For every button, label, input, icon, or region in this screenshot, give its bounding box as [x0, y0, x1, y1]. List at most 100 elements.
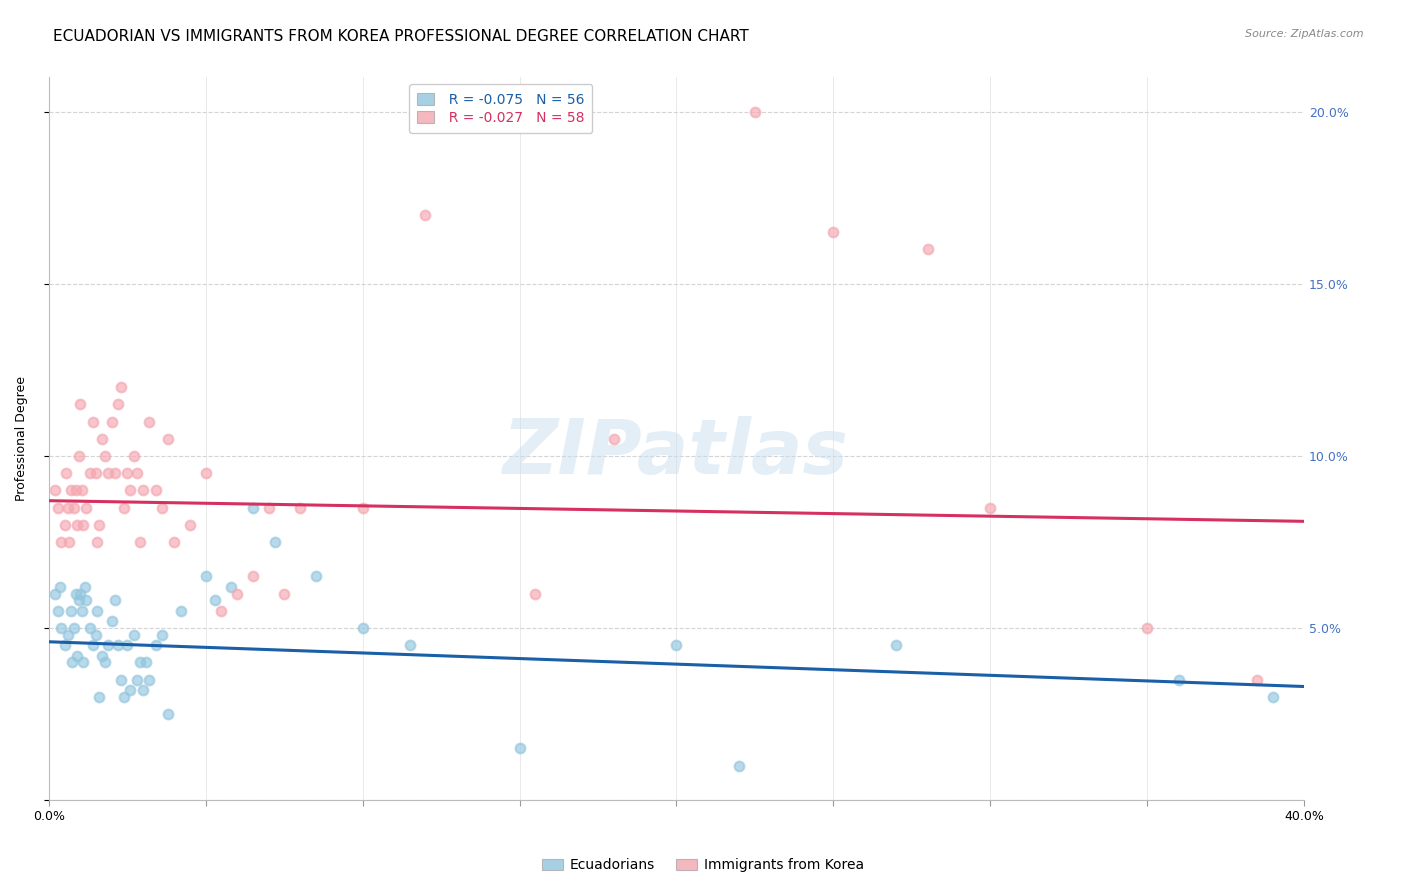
Point — [823, 225, 845, 239]
Point — [70, 604, 93, 618]
Point — [107, 397, 129, 411]
Point — [150, 628, 173, 642]
Point — [169, 604, 191, 618]
Point — [273, 586, 295, 600]
Point — [82, 638, 104, 652]
Point — [53, 517, 76, 532]
Point — [86, 604, 108, 618]
Text: ZIPatlas: ZIPatlas — [503, 417, 849, 491]
Point — [59, 604, 82, 618]
Point — [87, 690, 110, 704]
Text: ECUADORIAN VS IMMIGRANTS FROM KOREA PROFESSIONAL DEGREE CORRELATION CHART: ECUADORIAN VS IMMIGRANTS FROM KOREA PROF… — [53, 29, 749, 44]
Point — [122, 449, 145, 463]
Point — [122, 628, 145, 642]
Point — [97, 466, 120, 480]
Point — [110, 673, 132, 687]
Point — [209, 604, 232, 618]
Point — [100, 614, 122, 628]
Point — [110, 380, 132, 394]
Point — [84, 466, 107, 480]
Point — [157, 432, 180, 446]
Point — [55, 466, 77, 480]
Point — [82, 415, 104, 429]
Point — [46, 500, 69, 515]
Point — [44, 483, 66, 498]
Point — [94, 656, 117, 670]
Point — [132, 682, 155, 697]
Point — [145, 638, 167, 652]
Point — [112, 500, 135, 515]
Point — [125, 673, 148, 687]
Point — [194, 569, 217, 583]
Point — [917, 243, 939, 257]
Point — [128, 656, 150, 670]
Point — [97, 638, 120, 652]
Point — [179, 517, 201, 532]
Point — [91, 648, 114, 663]
Point — [59, 483, 82, 498]
Point — [46, 604, 69, 618]
Point — [117, 638, 139, 652]
Point — [135, 656, 157, 670]
Point — [242, 500, 264, 515]
Point — [104, 466, 127, 480]
Point — [509, 741, 531, 756]
Point — [288, 500, 311, 515]
Legend: Ecuadorians, Immigrants from Korea: Ecuadorians, Immigrants from Korea — [537, 853, 869, 878]
Point — [65, 483, 87, 498]
Point — [58, 535, 80, 549]
Point — [67, 593, 90, 607]
Point — [1261, 690, 1284, 704]
Legend:   R = -0.075   N = 56,   R = -0.027   N = 58: R = -0.075 N = 56, R = -0.027 N = 58 — [409, 85, 592, 133]
Point — [107, 638, 129, 652]
Point — [352, 621, 374, 635]
Point — [100, 415, 122, 429]
Point — [69, 397, 91, 411]
Point — [138, 673, 160, 687]
Point — [128, 535, 150, 549]
Point — [69, 586, 91, 600]
Point — [132, 483, 155, 498]
Point — [145, 483, 167, 498]
Point — [665, 638, 688, 652]
Point — [70, 483, 93, 498]
Point — [242, 569, 264, 583]
Point — [1136, 621, 1159, 635]
Point — [86, 535, 108, 549]
Point — [219, 580, 242, 594]
Point — [157, 706, 180, 721]
Point — [1167, 673, 1189, 687]
Point — [49, 580, 72, 594]
Point — [112, 690, 135, 704]
Point — [63, 500, 86, 515]
Point — [125, 466, 148, 480]
Point — [979, 500, 1001, 515]
Point — [60, 656, 83, 670]
Point — [120, 682, 142, 697]
Point — [56, 500, 79, 515]
Point — [226, 586, 249, 600]
Point — [304, 569, 326, 583]
Point — [138, 415, 160, 429]
Point — [63, 621, 86, 635]
Point — [76, 593, 98, 607]
Point — [76, 500, 98, 515]
Y-axis label: Professional Degree: Professional Degree — [15, 376, 28, 501]
Point — [120, 483, 142, 498]
Point — [72, 517, 94, 532]
Point — [398, 638, 420, 652]
Point — [117, 466, 139, 480]
Point — [65, 586, 87, 600]
Point — [728, 758, 751, 772]
Point — [150, 500, 173, 515]
Point — [194, 466, 217, 480]
Point — [53, 638, 76, 652]
Point — [51, 535, 73, 549]
Point — [884, 638, 907, 652]
Point — [72, 656, 94, 670]
Point — [204, 593, 226, 607]
Point — [163, 535, 186, 549]
Point — [524, 586, 547, 600]
Point — [1246, 673, 1268, 687]
Point — [51, 621, 73, 635]
